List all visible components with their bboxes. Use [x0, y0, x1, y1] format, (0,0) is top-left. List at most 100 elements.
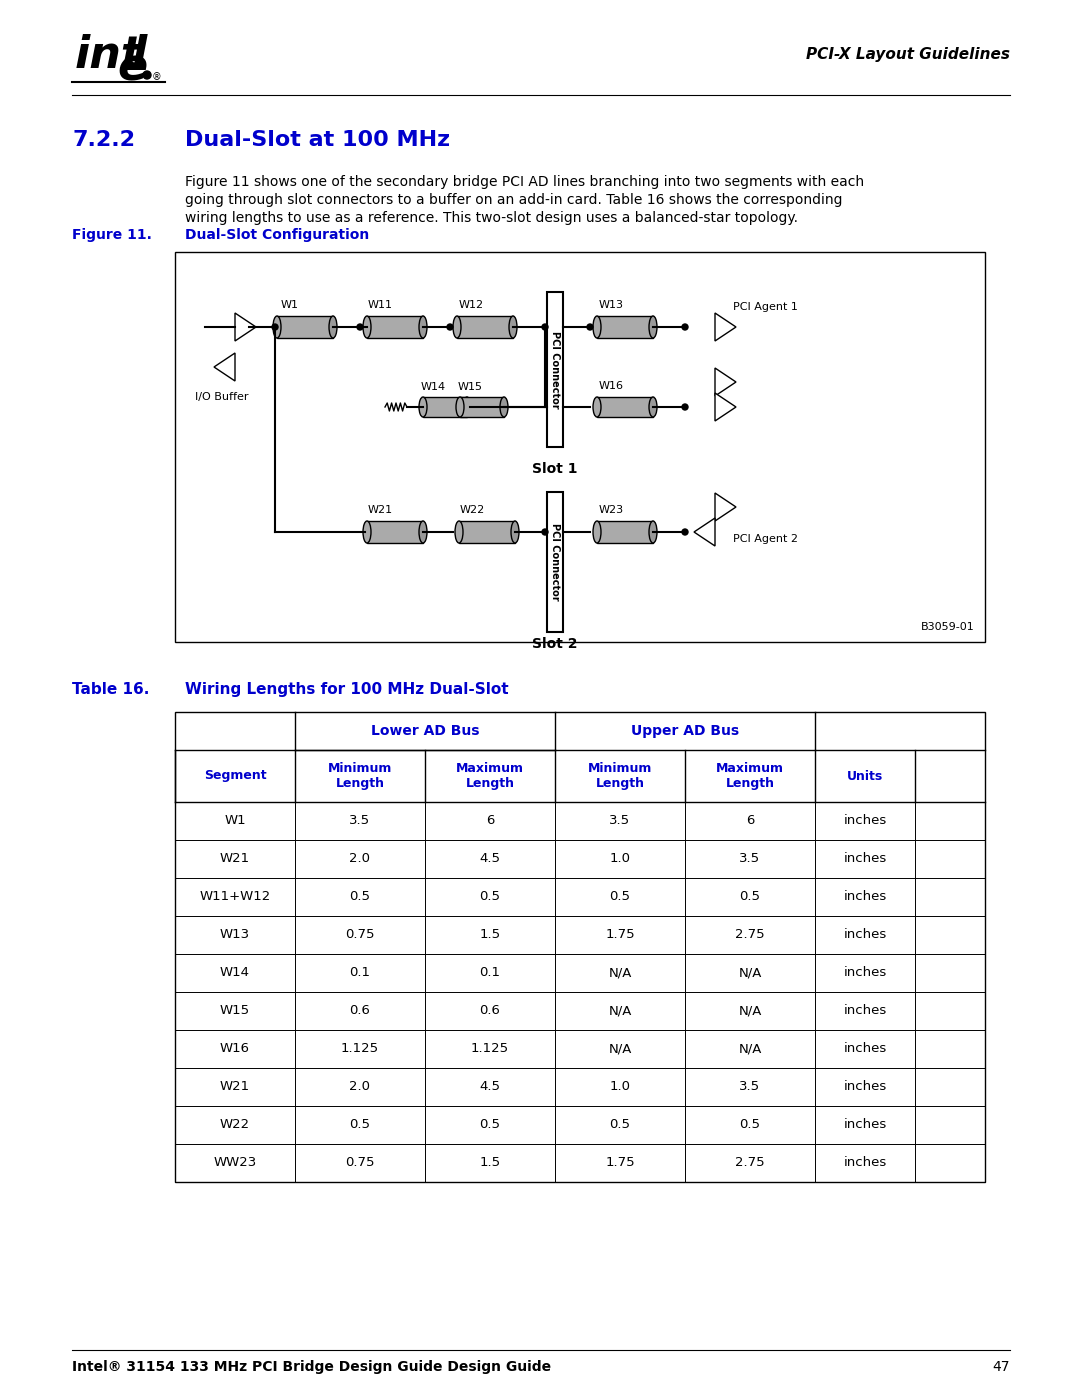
Circle shape — [542, 529, 548, 535]
Text: Segment: Segment — [204, 770, 267, 782]
Text: inches: inches — [843, 1157, 887, 1169]
Ellipse shape — [500, 397, 508, 416]
Text: 0.5: 0.5 — [609, 1119, 631, 1132]
Text: 2.75: 2.75 — [735, 929, 765, 942]
Text: W23: W23 — [598, 504, 623, 515]
Text: 3.5: 3.5 — [740, 1080, 760, 1094]
Text: W11: W11 — [367, 300, 392, 310]
Ellipse shape — [453, 316, 461, 338]
Polygon shape — [694, 518, 715, 546]
Text: 2.0: 2.0 — [350, 852, 370, 866]
Text: W15: W15 — [220, 1004, 251, 1017]
Text: B3059-01: B3059-01 — [921, 622, 975, 631]
Text: N/A: N/A — [608, 1004, 632, 1017]
Polygon shape — [235, 313, 256, 341]
Text: int: int — [75, 34, 144, 77]
Text: inches: inches — [843, 1042, 887, 1056]
Text: 1.75: 1.75 — [605, 929, 635, 942]
Text: 0.6: 0.6 — [350, 1004, 370, 1017]
Text: N/A: N/A — [608, 1042, 632, 1056]
Text: inches: inches — [843, 929, 887, 942]
Text: 0.5: 0.5 — [350, 890, 370, 904]
Bar — [459, 521, 515, 543]
Text: Dual-Slot at 100 MHz: Dual-Slot at 100 MHz — [185, 130, 450, 149]
Ellipse shape — [511, 521, 519, 543]
Text: Intel® 31154 133 MHz PCI Bridge Design Guide Design Guide: Intel® 31154 133 MHz PCI Bridge Design G… — [72, 1361, 551, 1375]
Text: W15: W15 — [458, 381, 483, 393]
Text: 0.75: 0.75 — [346, 929, 375, 942]
Ellipse shape — [593, 316, 600, 338]
Text: PCI Agent 1: PCI Agent 1 — [733, 302, 798, 312]
Text: N/A: N/A — [739, 1004, 761, 1017]
Text: 0.5: 0.5 — [609, 890, 631, 904]
Text: W14: W14 — [220, 967, 249, 979]
Bar — [546, 292, 563, 447]
Ellipse shape — [419, 521, 427, 543]
Circle shape — [681, 324, 688, 330]
Text: Slot 2: Slot 2 — [532, 637, 578, 651]
Text: PCI Connector: PCI Connector — [550, 524, 561, 601]
Ellipse shape — [649, 316, 657, 338]
Text: N/A: N/A — [739, 1042, 761, 1056]
Text: Units: Units — [847, 770, 883, 782]
Circle shape — [542, 324, 548, 330]
Text: W22: W22 — [459, 504, 485, 515]
Text: 3.5: 3.5 — [609, 814, 631, 827]
Bar — [457, 316, 513, 338]
Text: Figure 11 shows one of the secondary bridge PCI AD lines branching into two segm: Figure 11 shows one of the secondary bri… — [185, 175, 864, 189]
Text: inches: inches — [843, 1004, 887, 1017]
Circle shape — [357, 324, 363, 330]
Text: 4.5: 4.5 — [480, 1080, 500, 1094]
Text: Lower AD Bus: Lower AD Bus — [370, 724, 480, 738]
Text: W16: W16 — [598, 381, 623, 391]
Ellipse shape — [649, 521, 657, 543]
Bar — [597, 316, 653, 338]
Text: 2.0: 2.0 — [350, 1080, 370, 1094]
Text: 1.5: 1.5 — [480, 1157, 500, 1169]
Text: Upper AD Bus: Upper AD Bus — [631, 724, 739, 738]
Polygon shape — [715, 367, 735, 395]
Text: 6: 6 — [746, 814, 754, 827]
Polygon shape — [715, 313, 735, 341]
Text: W21: W21 — [220, 852, 251, 866]
Text: PCI-X Layout Guidelines: PCI-X Layout Guidelines — [806, 47, 1010, 63]
Bar — [276, 316, 333, 338]
Text: Minimum
Length: Minimum Length — [588, 761, 652, 789]
Ellipse shape — [593, 521, 600, 543]
Text: I/O Buffer: I/O Buffer — [195, 393, 248, 402]
Text: inches: inches — [843, 967, 887, 979]
Ellipse shape — [649, 397, 657, 416]
Text: W1: W1 — [281, 300, 299, 310]
Ellipse shape — [455, 521, 463, 543]
Text: WW23: WW23 — [214, 1157, 257, 1169]
Bar — [423, 397, 467, 416]
Text: Wiring Lengths for 100 MHz Dual-Slot: Wiring Lengths for 100 MHz Dual-Slot — [185, 682, 509, 697]
Bar — [460, 397, 504, 416]
Ellipse shape — [363, 521, 372, 543]
Text: 1.125: 1.125 — [471, 1042, 509, 1056]
Text: W13: W13 — [220, 929, 251, 942]
Text: 3.5: 3.5 — [740, 852, 760, 866]
Ellipse shape — [363, 316, 372, 338]
Text: 0.1: 0.1 — [350, 967, 370, 979]
Bar — [367, 521, 423, 543]
Circle shape — [272, 324, 278, 330]
Text: 0.5: 0.5 — [740, 890, 760, 904]
Text: 0.1: 0.1 — [480, 967, 500, 979]
Text: 0.5: 0.5 — [480, 890, 500, 904]
Text: 1.5: 1.5 — [480, 929, 500, 942]
Text: N/A: N/A — [608, 967, 632, 979]
Ellipse shape — [329, 316, 337, 338]
Text: 1.125: 1.125 — [341, 1042, 379, 1056]
Text: 0.75: 0.75 — [346, 1157, 375, 1169]
Text: Slot 1: Slot 1 — [532, 462, 578, 476]
Bar — [597, 521, 653, 543]
Ellipse shape — [419, 397, 427, 416]
Text: W16: W16 — [220, 1042, 249, 1056]
Text: 2.75: 2.75 — [735, 1157, 765, 1169]
Circle shape — [681, 404, 688, 409]
Circle shape — [447, 324, 453, 330]
Text: Minimum
Length: Minimum Length — [328, 761, 392, 789]
Text: Maximum
Length: Maximum Length — [716, 761, 784, 789]
Text: W11+W12: W11+W12 — [200, 890, 271, 904]
